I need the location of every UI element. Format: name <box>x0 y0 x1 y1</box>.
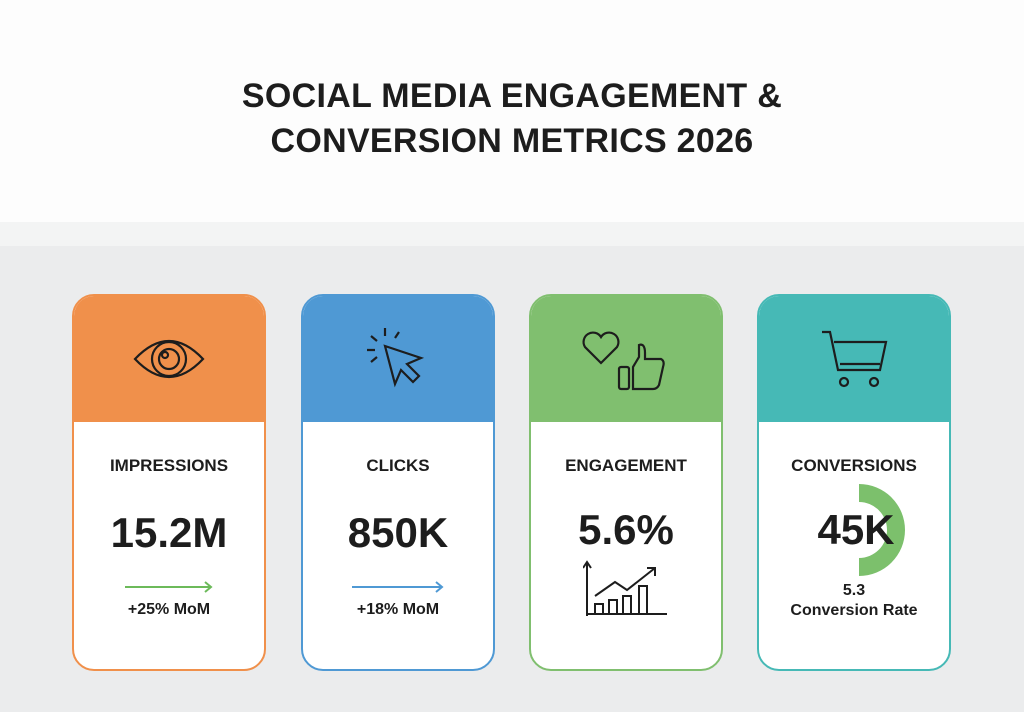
metric-label: CLICKS <box>366 456 430 475</box>
card-header <box>531 296 721 422</box>
trend-arrow-icon <box>125 581 213 593</box>
title-line-2: CONVERSION METRICS 2026 <box>270 122 754 160</box>
metric-value: 15.2M <box>110 509 228 556</box>
shopping-cart-icon <box>822 330 888 388</box>
card-header <box>759 296 949 422</box>
gauge-arc <box>859 484 905 576</box>
header-area <box>0 0 1024 222</box>
heart-thumbs-up-icon <box>582 331 665 391</box>
trend-arrow-icon <box>352 581 444 593</box>
conversion-rate-label: Conversion Rate <box>790 602 918 619</box>
eye-icon <box>133 339 205 379</box>
change-text: +25% MoM <box>127 601 211 618</box>
card-engagement: ENGAGEMENT 5.6% <box>529 294 723 671</box>
metric-label: IMPRESSIONS <box>109 456 229 475</box>
card-impressions: IMPRESSIONS 15.2M +25% MoM <box>72 294 266 671</box>
metric-value: 5.6% <box>578 506 674 553</box>
conversion-gauge: 45K <box>759 484 949 576</box>
card-clicks: CLICKS 850K +18% MoM <box>301 294 495 671</box>
page-title: SOCIAL MEDIA ENGAGEMENT & CONVERSION METR… <box>0 74 1024 164</box>
card-conversions: CONVERSIONS 45K 5.3 Conversion Rate <box>757 294 951 671</box>
growth-chart-icon <box>583 560 667 616</box>
title-line-1: SOCIAL MEDIA ENGAGEMENT & <box>241 77 783 115</box>
change-text: +18% MoM <box>356 601 440 618</box>
metric-value: 850K <box>347 509 449 556</box>
metric-label: ENGAGEMENT <box>565 456 687 475</box>
cursor-click-icon <box>367 328 425 388</box>
card-header <box>303 296 493 422</box>
conversion-rate-value: 5.3 <box>842 582 866 599</box>
card-header <box>74 296 264 422</box>
divider-band <box>0 222 1024 246</box>
metric-label: CONVERSIONS <box>791 456 917 475</box>
metric-value: 45K <box>817 506 895 553</box>
